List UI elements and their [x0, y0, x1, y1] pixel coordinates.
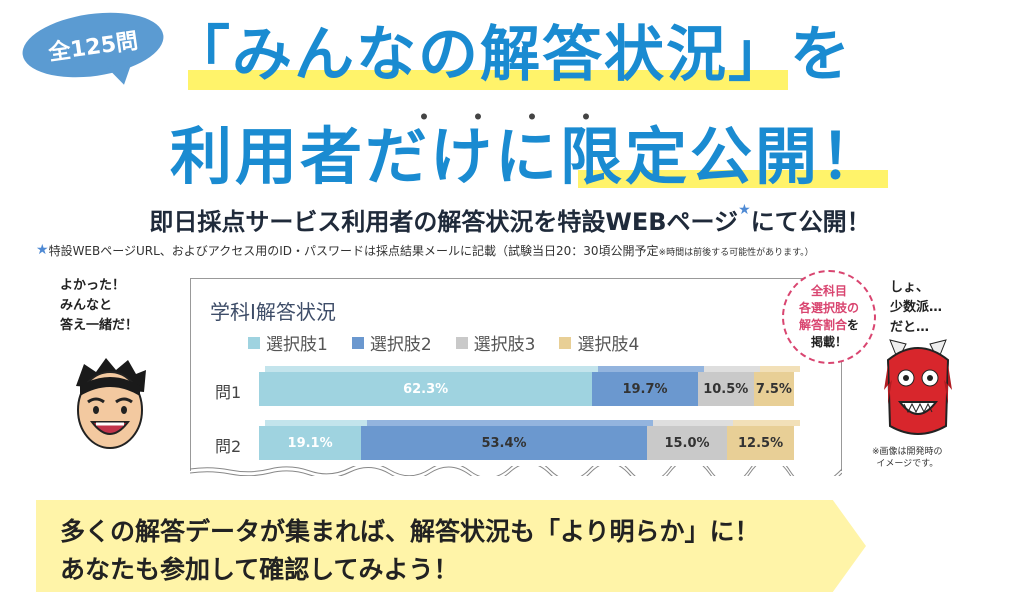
bubble-line: 解答割合: [798, 318, 847, 332]
subtitle: 即日採点サービス利用者の解答状況を特設WEBページ★にて公開！: [0, 202, 1020, 237]
note-star-icon: ★: [36, 242, 49, 258]
bubble-particle: を: [847, 318, 860, 332]
headline2-highlight: [578, 170, 888, 188]
bar-segment: 62.3%: [259, 372, 593, 406]
right-speech-line: しょ、: [890, 280, 930, 295]
bar-segment-top: [367, 420, 653, 426]
subtitle-note: ★特設WEBページURL、およびアクセス用のID・パスワードは採点結果メールに記…: [36, 242, 814, 259]
image-note-line: ※画像は開発時の: [872, 447, 943, 457]
legend-item: 選択肢1: [248, 330, 328, 355]
banner-line2: あなたも参加して確認してみよう！: [60, 555, 459, 584]
headline-line2: 利用者だけに限定公開！: [170, 120, 886, 193]
bar-segment-top: [703, 366, 760, 372]
chart-title: 学科Ⅰ解答状況: [210, 300, 336, 324]
bar-segment: 15.0%: [646, 426, 728, 460]
torn-edge: [190, 466, 842, 476]
bar-segment-top: [265, 366, 599, 372]
bar-segment-top: [759, 366, 800, 372]
legend-swatch-choice2: [351, 336, 364, 349]
image-note: ※画像は開発時の イメージです。: [872, 446, 943, 470]
legend-item: 選択肢4: [559, 330, 639, 355]
legend-item: 選択肢3: [455, 330, 536, 355]
banner-line1: 多くの解答データが集まれば、解答状況も「より明らか」に！: [60, 517, 760, 546]
image-note-line: イメージです。: [876, 459, 939, 469]
bar-segment: 10.5%: [697, 372, 754, 406]
bottom-banner: [36, 500, 866, 592]
bubble-line: 各選択肢の: [798, 301, 859, 315]
legend-swatch-choice1: [248, 336, 260, 349]
bubble-line: 掲載！: [810, 335, 847, 349]
bubble-line: 全科目: [810, 284, 847, 298]
subtitle-main: 即日採点サービス利用者の解答状況を特設WEBページ: [149, 208, 739, 236]
star-icon: ★: [738, 202, 751, 218]
chart-legend: 選択肢1 選択肢2 選択肢3 選択肢4: [248, 330, 639, 355]
legend-label: 選択肢4: [577, 335, 640, 355]
right-speech-line: 少数派…: [890, 300, 943, 315]
bar-segment: 53.4%: [361, 426, 647, 460]
bar-segment-top: [265, 420, 368, 426]
legend-label: 選択肢3: [473, 335, 536, 355]
all-subjects-bubble: 全科目 各選択肢の 解答割合を 掲載！: [782, 270, 876, 364]
bar-segment-top: [733, 420, 800, 426]
bar-segment: 7.5%: [753, 372, 794, 406]
legend-item: 選択肢2: [351, 330, 432, 355]
left-speech-line: よかった！: [60, 278, 126, 293]
happy-man-icon: [76, 358, 146, 449]
right-speech-line: だと…: [890, 320, 930, 335]
headline-highlight: [188, 70, 788, 90]
left-speech-line: みんなと: [60, 298, 113, 313]
left-speech: よかった！ みんなと 答え一緒だ！: [60, 276, 138, 336]
left-speech-line: 答え一緒だ！: [60, 318, 139, 333]
headline-line1: 「みんなの解答状況」を: [170, 20, 852, 90]
legend-label: 選択肢2: [369, 335, 432, 355]
emphasis-dots: ・・・・: [410, 101, 627, 134]
question-count-badge: 全125問: [18, 4, 168, 86]
bar-segment: 19.7%: [592, 372, 698, 406]
legend-swatch-choice3: [455, 336, 468, 349]
stacked-bar-plot: 問1 62.3% 19.7% 10.5% 7.5% 問2 19.1% 53.4% 15.0% 12…: [215, 360, 815, 460]
right-speech: しょ、 少数派… だと…: [890, 278, 942, 338]
row-label: 問2: [215, 437, 242, 456]
bar-segment-top: [652, 420, 734, 426]
legend-label: 選択肢1: [266, 335, 328, 355]
row-label: 問1: [215, 383, 242, 402]
note-text: 特設WEBページURL、およびアクセス用のID・パスワードは採点結果メールに記載…: [48, 244, 659, 258]
bar-segment: 19.1%: [259, 426, 362, 460]
subtitle-end: にて公開！: [750, 208, 871, 236]
bar-segment-top: [598, 366, 704, 372]
legend-swatch-choice4: [559, 336, 572, 349]
oni-demon-icon: [884, 339, 952, 435]
note-small: ※時間は前後する可能性があります。）: [658, 248, 814, 258]
bar-segment: 12.5%: [727, 426, 794, 460]
